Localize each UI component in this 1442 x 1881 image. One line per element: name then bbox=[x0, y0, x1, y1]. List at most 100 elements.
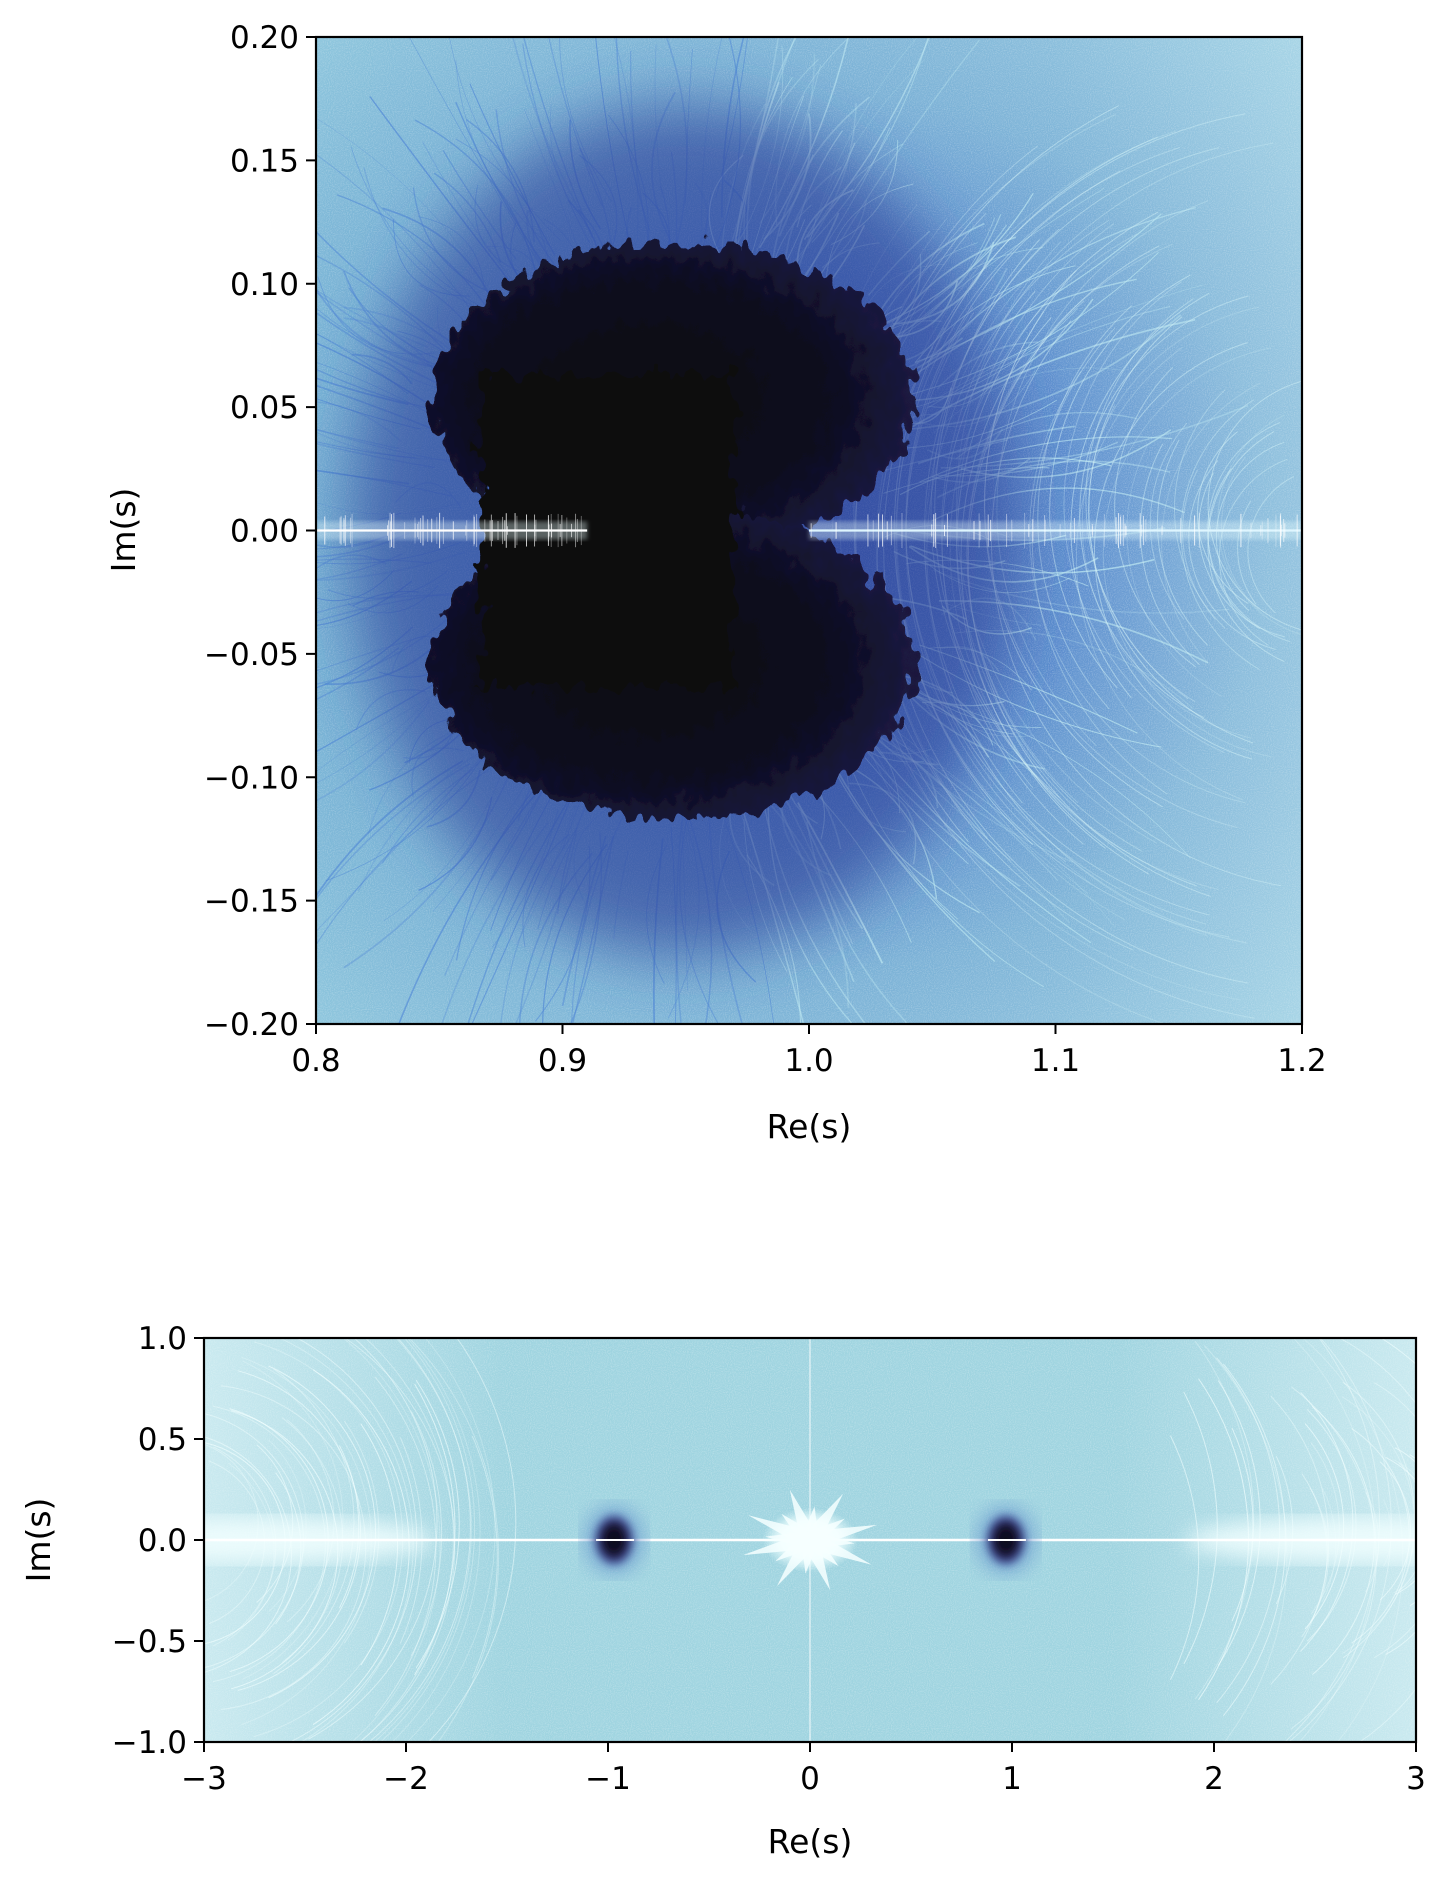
x-tick-label: 2 bbox=[1204, 1761, 1224, 1797]
bottom-y-axis-label: Im(s) bbox=[19, 1498, 58, 1583]
arc-line bbox=[1088, 316, 1254, 744]
arc-line bbox=[342, 1338, 441, 1742]
arc-line bbox=[1102, 347, 1273, 758]
arc-line bbox=[415, 1379, 460, 1669]
top-x-axis: 0.8 0.9 1.0 1.1 1.2 bbox=[291, 1024, 1327, 1079]
x-tick-label: 0.9 bbox=[538, 1043, 587, 1079]
arc-line bbox=[1419, 1389, 1442, 1709]
arc-line bbox=[1338, 1338, 1416, 1742]
arc-line bbox=[1237, 500, 1257, 605]
arc-line bbox=[1215, 441, 1285, 612]
y-tick-label: −0.5 bbox=[112, 1624, 187, 1660]
arc-line bbox=[242, 1360, 344, 1680]
real-axis-spikes bbox=[316, 512, 1302, 549]
y-tick-label: −0.05 bbox=[204, 637, 299, 673]
arc-line bbox=[427, 1338, 517, 1742]
arc-line bbox=[1174, 389, 1226, 629]
arc-line bbox=[1247, 476, 1294, 614]
y-tick-label: −0.10 bbox=[204, 760, 299, 796]
bright-star-origin bbox=[743, 1489, 877, 1591]
y-tick-label: −0.20 bbox=[204, 1007, 299, 1043]
x-tick-label: 1.1 bbox=[1031, 1043, 1080, 1079]
arc-line bbox=[1081, 306, 1260, 739]
arc-line bbox=[391, 1338, 481, 1742]
x-tick-label: 3 bbox=[1406, 1761, 1426, 1797]
arc-line bbox=[273, 1368, 355, 1675]
x-tick-label: 0.8 bbox=[291, 1043, 340, 1079]
arc-line bbox=[1197, 431, 1249, 605]
arc-line bbox=[1093, 342, 1253, 760]
arc-line bbox=[1049, 274, 1191, 689]
top-y-axis-label: Im(s) bbox=[104, 488, 143, 573]
arc-line bbox=[1149, 422, 1188, 620]
dark-region bbox=[431, 241, 915, 820]
y-tick-label: 0.15 bbox=[230, 143, 299, 179]
arc-line bbox=[991, 320, 1282, 887]
bottom-heatmap-panel: −3 −2 −1 0 1 2 3 1.0 0.5 0.0 −0.5 −1.0 Re(s) Im(s) bbox=[19, 1225, 1442, 1861]
dark-spots bbox=[584, 1506, 1036, 1574]
arc-line bbox=[1218, 458, 1288, 646]
arc-line bbox=[374, 1376, 437, 1717]
y-tick-label: 0.05 bbox=[230, 390, 299, 426]
x-tick-label: 1.2 bbox=[1277, 1043, 1326, 1079]
arc-line bbox=[1161, 382, 1261, 664]
arc-line bbox=[1188, 460, 1276, 650]
arc-line bbox=[1126, 444, 1223, 698]
x-tick-label: −1 bbox=[585, 1761, 631, 1797]
arc-line bbox=[1140, 443, 1200, 666]
arc-line bbox=[1207, 431, 1285, 663]
y-tick-label: 0.0 bbox=[138, 1523, 187, 1559]
arc-line bbox=[1031, 327, 1168, 795]
arc-line bbox=[1037, 305, 1133, 710]
top-heatmap-panel: 0.8 0.9 1.0 1.1 1.2 0.20 0.15 0.10 0.05 0.00 −0.0… bbox=[104, 20, 1327, 1146]
arc-line bbox=[359, 1338, 454, 1742]
y-tick-label: 0.20 bbox=[230, 20, 299, 56]
arc-line bbox=[1428, 1430, 1442, 1662]
arc-line bbox=[1385, 1456, 1416, 1655]
arc-line bbox=[368, 1338, 471, 1742]
arc-line bbox=[1374, 1382, 1416, 1659]
arc-line bbox=[1398, 1462, 1416, 1592]
y-tick-label: 0.5 bbox=[138, 1422, 187, 1458]
arc-line bbox=[1075, 346, 1243, 801]
arc-line bbox=[1156, 439, 1209, 646]
bottom-x-axis-label: Re(s) bbox=[768, 1822, 853, 1861]
x-tick-label: 1.0 bbox=[784, 1043, 833, 1079]
bottom-real-axis-band bbox=[204, 1338, 1416, 1742]
arc-line bbox=[1194, 1341, 1255, 1700]
x-tick-label: −2 bbox=[383, 1761, 429, 1797]
arc-line bbox=[410, 1411, 443, 1656]
arc-line bbox=[1207, 468, 1260, 630]
arc-line bbox=[1085, 298, 1194, 700]
y-tick-label: 0.10 bbox=[230, 267, 299, 303]
arc-line bbox=[373, 1338, 472, 1742]
y-tick-label: 0.00 bbox=[230, 514, 299, 550]
y-tick-label: −1.0 bbox=[112, 1725, 187, 1761]
bottom-y-axis: 1.0 0.5 0.0 −0.5 −1.0 bbox=[112, 1321, 204, 1761]
y-tick-label: 1.0 bbox=[138, 1321, 187, 1357]
x-tick-label: 1 bbox=[1002, 1761, 1022, 1797]
arc-line bbox=[1416, 1225, 1442, 1847]
arc-line bbox=[1169, 1435, 1200, 1681]
arc-line bbox=[1079, 295, 1249, 719]
top-y-axis: 0.20 0.15 0.10 0.05 0.00 −0.05 −0.10 −0.15 −0.20 bbox=[204, 20, 316, 1043]
bottom-x-axis: −3 −2 −1 0 1 2 3 bbox=[181, 1742, 1426, 1797]
x-tick-label: −3 bbox=[181, 1761, 227, 1797]
arc-line bbox=[406, 1338, 496, 1742]
y-tick-label: −0.15 bbox=[204, 884, 299, 920]
arc-line bbox=[1393, 1459, 1416, 1594]
arc-line bbox=[1207, 380, 1302, 631]
arc-line bbox=[1182, 469, 1216, 620]
top-x-axis-label: Re(s) bbox=[767, 1107, 852, 1146]
star-ray bbox=[807, 1524, 877, 1549]
arc-line bbox=[1198, 472, 1286, 638]
arc-line bbox=[379, 1338, 476, 1742]
star-ray bbox=[748, 1515, 815, 1548]
arc-line bbox=[1029, 370, 1246, 804]
arc-line bbox=[308, 1338, 438, 1740]
arc-line bbox=[408, 1338, 500, 1742]
x-tick-label: 0 bbox=[800, 1761, 820, 1797]
arc-line bbox=[471, 1436, 498, 1678]
arc-line bbox=[1070, 292, 1210, 699]
